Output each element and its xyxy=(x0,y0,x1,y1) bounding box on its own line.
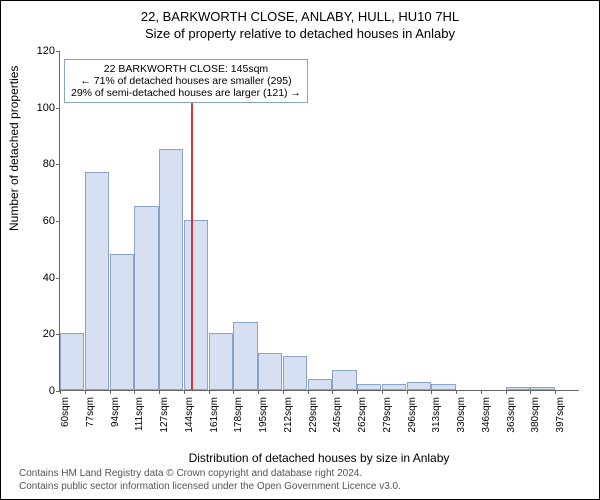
x-tick-mark xyxy=(506,390,507,394)
y-tick-label: 40 xyxy=(43,272,55,284)
y-tick-label: 100 xyxy=(37,102,55,114)
histogram-bar xyxy=(85,172,109,390)
x-tick-mark xyxy=(258,390,259,394)
annotation-box: 22 BARKWORTH CLOSE: 145sqm← 71% of detac… xyxy=(64,59,308,103)
histogram-bar xyxy=(159,149,183,390)
property-marker-line xyxy=(191,98,193,390)
plot-region: 22 BARKWORTH CLOSE: 145sqm← 71% of detac… xyxy=(59,51,579,391)
title-subtitle: Size of property relative to detached ho… xyxy=(1,24,599,41)
y-tick-mark xyxy=(56,278,60,279)
histogram-bar xyxy=(308,379,332,390)
footer-attribution: Contains HM Land Registry data © Crown c… xyxy=(19,467,401,493)
y-tick-label: 60 xyxy=(43,215,55,227)
x-tick-mark xyxy=(308,390,309,394)
histogram-bar xyxy=(134,206,158,390)
x-tick-mark xyxy=(233,390,234,394)
annotation-line: 22 BARKWORTH CLOSE: 145sqm xyxy=(71,63,301,75)
y-tick-label: 0 xyxy=(49,385,55,397)
y-axis-label: Number of detached properties xyxy=(7,66,21,231)
histogram-bar xyxy=(407,382,431,391)
x-tick-mark xyxy=(407,390,408,394)
histogram-bar xyxy=(530,387,554,390)
histogram-bar xyxy=(332,370,356,390)
x-tick-mark xyxy=(60,390,61,394)
x-tick-mark xyxy=(456,390,457,394)
x-tick-mark xyxy=(481,390,482,394)
histogram-bar xyxy=(60,333,84,390)
x-tick-mark xyxy=(184,390,185,394)
y-tick-mark xyxy=(56,108,60,109)
y-tick-label: 20 xyxy=(43,328,55,340)
x-tick-mark xyxy=(431,390,432,394)
y-tick-mark xyxy=(56,164,60,165)
histogram-bar xyxy=(382,384,406,390)
histogram-bar xyxy=(209,333,233,390)
x-tick-mark xyxy=(530,390,531,394)
y-tick-mark xyxy=(56,221,60,222)
x-tick-mark xyxy=(134,390,135,394)
y-tick-label: 80 xyxy=(43,158,55,170)
x-tick-mark xyxy=(555,390,556,394)
histogram-bar xyxy=(233,322,257,390)
histogram-bar xyxy=(506,387,530,390)
y-tick-mark xyxy=(56,51,60,52)
histogram-bar xyxy=(110,254,134,390)
footer-line: Contains public sector information licen… xyxy=(19,480,401,493)
x-tick-mark xyxy=(283,390,284,394)
x-tick-mark xyxy=(357,390,358,394)
x-tick-mark xyxy=(209,390,210,394)
x-tick-mark xyxy=(382,390,383,394)
chart-area: 22 BARKWORTH CLOSE: 145sqm← 71% of detac… xyxy=(59,51,579,411)
annotation-line: 29% of semi-detached houses are larger (… xyxy=(71,87,301,99)
histogram-bar xyxy=(431,384,455,390)
histogram-bar xyxy=(258,353,282,390)
x-tick-mark xyxy=(110,390,111,394)
histogram-bar xyxy=(184,220,208,390)
chart-container: 22, BARKWORTH CLOSE, ANLABY, HULL, HU10 … xyxy=(0,0,600,500)
x-tick-mark xyxy=(85,390,86,394)
histogram-bar xyxy=(357,384,381,390)
x-axis-label: Distribution of detached houses by size … xyxy=(59,451,579,465)
title-address: 22, BARKWORTH CLOSE, ANLABY, HULL, HU10 … xyxy=(1,1,599,24)
histogram-bar xyxy=(283,356,307,390)
annotation-line: ← 71% of detached houses are smaller (29… xyxy=(71,75,301,87)
x-tick-mark xyxy=(159,390,160,394)
x-tick-mark xyxy=(332,390,333,394)
y-tick-label: 120 xyxy=(37,45,55,57)
footer-line: Contains HM Land Registry data © Crown c… xyxy=(19,467,401,480)
